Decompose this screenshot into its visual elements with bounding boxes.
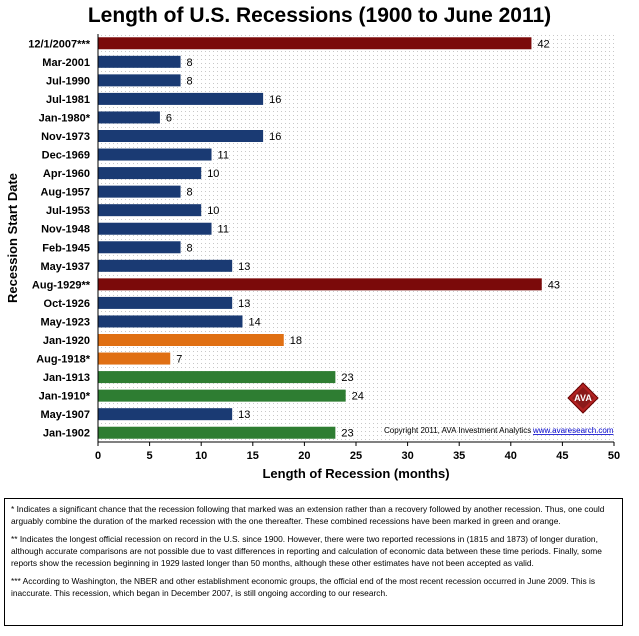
category-label: Jan-1980* xyxy=(39,112,91,124)
x-tick-label: 0 xyxy=(95,450,101,462)
data-label: 8 xyxy=(187,75,193,87)
bar xyxy=(98,185,181,198)
category-label: May-1907 xyxy=(40,409,90,421)
footnote-2: ** Indicates the longest official recess… xyxy=(11,534,602,568)
data-label: 43 xyxy=(548,279,560,291)
data-label: 11 xyxy=(218,224,229,236)
category-label: Jul-1953 xyxy=(46,205,90,217)
bar xyxy=(98,148,212,161)
y-axis-title: Recession Start Date xyxy=(5,173,20,303)
category-label: Jan-1902 xyxy=(43,428,90,440)
x-tick-label: 45 xyxy=(556,450,568,462)
category-label: Aug-1957 xyxy=(40,187,90,199)
category-label: Mar-2001 xyxy=(42,57,90,69)
data-label: 10 xyxy=(207,168,219,180)
data-label: 23 xyxy=(341,372,353,384)
category-label: Jan-1913 xyxy=(43,372,90,384)
category-label: May-1923 xyxy=(40,316,90,328)
x-tick-label: 10 xyxy=(195,450,207,462)
bar xyxy=(98,241,181,254)
bar xyxy=(98,352,171,365)
x-tick-label: 30 xyxy=(401,450,413,462)
data-label: 16 xyxy=(269,131,281,143)
category-label: Apr-1960 xyxy=(43,168,90,180)
x-tick-label: 25 xyxy=(350,450,362,462)
data-label: 13 xyxy=(238,409,250,421)
footnotes-box: * Indicates a significant chance that th… xyxy=(4,498,623,626)
category-label: 12/1/2007*** xyxy=(28,38,90,50)
category-label: Jul-1990 xyxy=(46,75,90,87)
x-tick-label: 15 xyxy=(247,450,259,462)
category-label: Aug-1929** xyxy=(32,279,91,291)
x-tick-label: 50 xyxy=(608,450,620,462)
bars-group xyxy=(98,37,542,439)
x-tick-label: 5 xyxy=(147,450,153,462)
category-label: May-1937 xyxy=(40,261,90,273)
bar xyxy=(98,130,264,142)
footnote-1: * Indicates a significant chance that th… xyxy=(11,504,605,526)
bar xyxy=(98,389,346,402)
bar xyxy=(98,278,542,291)
category-label: Jul-1981 xyxy=(46,94,90,106)
bar xyxy=(98,334,284,346)
data-label: 24 xyxy=(352,391,364,403)
category-label: Aug-1918* xyxy=(36,354,91,366)
data-label: 10 xyxy=(207,205,219,217)
copyright-text: Copyright 2011, AVA Investment Analytics xyxy=(384,426,531,435)
bar xyxy=(98,37,532,50)
bar xyxy=(98,92,264,105)
x-tick-label: 40 xyxy=(505,450,517,462)
bar xyxy=(98,426,336,439)
x-tick-labels: 0 5 10 15 20 25 30 35 40 45 50 xyxy=(95,442,620,462)
data-label: 18 xyxy=(290,335,302,347)
category-label: Dec-1969 xyxy=(42,150,90,162)
data-label: 8 xyxy=(187,187,193,199)
bar xyxy=(98,259,233,272)
data-label: 42 xyxy=(537,38,549,50)
data-label: 11 xyxy=(218,150,229,162)
data-label: 6 xyxy=(166,112,172,124)
data-label: 16 xyxy=(269,94,281,106)
category-label: Feb-1945 xyxy=(42,242,90,254)
x-axis-title: Length of Recession (months) xyxy=(262,466,449,481)
category-label: Jan-1910* xyxy=(39,391,91,403)
data-label: 13 xyxy=(238,298,250,310)
bar xyxy=(98,371,336,384)
data-label: 8 xyxy=(187,57,193,69)
bar xyxy=(98,167,202,180)
bar xyxy=(98,204,202,217)
footnote-3: *** According to Washington, the NBER an… xyxy=(11,576,596,598)
data-label: 13 xyxy=(238,261,250,273)
category-label: Oct-1926 xyxy=(44,298,90,310)
x-tick-label: 20 xyxy=(298,450,310,462)
category-labels: 12/1/2007*** Mar-2001 Jul-1990 Jul-1981 Jan-… xyxy=(28,38,91,439)
data-label: 8 xyxy=(187,242,193,254)
bar-chart: 12/1/2007*** Mar-2001 Jul-1990 Jul-1981 Jan-… xyxy=(5,34,620,481)
bar xyxy=(98,111,160,124)
bar xyxy=(98,315,243,328)
data-labels: 42 8 8 16 6 16 11 10 8 10 11 8 13 43 13 14 18 7 23 24 13 23 xyxy=(166,38,560,439)
bar xyxy=(98,222,212,235)
chart-title: Length of U.S. Recessions (1900 to June … xyxy=(87,4,552,27)
category-label: Nov-1973 xyxy=(41,131,90,143)
ava-logo: AVA xyxy=(567,382,599,414)
bar xyxy=(98,408,233,421)
bar xyxy=(98,74,181,87)
copyright-link[interactable]: www.avaresearch.com xyxy=(532,426,614,435)
data-label: 14 xyxy=(248,316,260,328)
bar xyxy=(98,296,233,309)
bar xyxy=(98,55,181,68)
x-tick-label: 35 xyxy=(453,450,465,462)
data-label: 7 xyxy=(176,354,182,366)
category-label: Jan-1920 xyxy=(43,335,90,347)
data-label: 23 xyxy=(341,428,353,440)
category-label: Nov-1948 xyxy=(41,224,90,236)
logo-text: AVA xyxy=(574,393,592,403)
